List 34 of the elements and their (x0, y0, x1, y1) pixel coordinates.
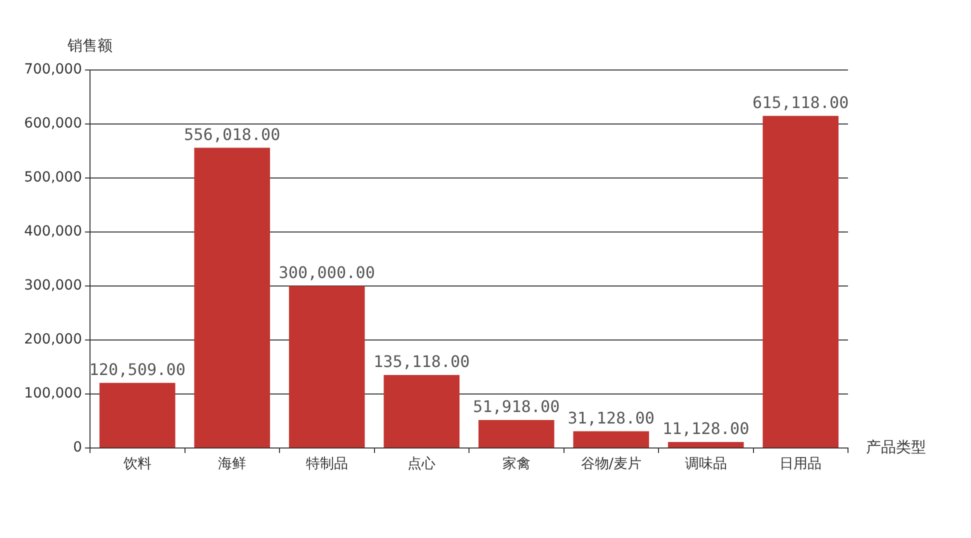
x-tick-label: 点心 (408, 456, 436, 472)
bar (288, 286, 365, 448)
y-axis-title: 销售额 (66, 36, 112, 54)
bar (668, 442, 744, 448)
data-label: 556,018.00 (184, 124, 280, 144)
bar (194, 148, 270, 448)
x-tick-label: 调味品 (684, 456, 727, 472)
y-tick-label: 700,000 (24, 62, 82, 78)
y-tick-label: 500,000 (24, 170, 82, 186)
y-tick-label: 100,000 (24, 386, 82, 402)
y-tick-label: 400,000 (24, 224, 82, 240)
x-tick-label: 饮料 (122, 456, 152, 472)
data-label: 615,118.00 (752, 92, 849, 112)
x-axis-title: 产品类型 (866, 438, 926, 456)
data-label: 120,509.00 (89, 360, 186, 380)
x-tick-label: 谷物/麦片 (580, 456, 642, 472)
bar (573, 431, 650, 448)
y-tick-label: 200,000 (24, 332, 82, 348)
bar (99, 382, 176, 448)
y-tick-label: 300,000 (24, 278, 82, 294)
y-tick-label: 0 (73, 440, 82, 456)
data-label: 135,118.00 (373, 352, 470, 372)
x-tick-label: 家禽 (502, 456, 530, 472)
bar (384, 375, 460, 448)
data-label: 11,128.00 (662, 419, 750, 438)
x-tick-label: 日用品 (780, 456, 822, 472)
x-tick-label: 特制品 (306, 456, 348, 472)
bar (762, 116, 839, 448)
x-tick-label: 海鲜 (218, 456, 246, 472)
bar (478, 420, 554, 448)
data-label: 300,000.00 (278, 263, 376, 282)
data-label: 51,918.00 (473, 397, 560, 416)
y-tick-label: 600,000 (24, 116, 82, 132)
data-label: 31,128.00 (568, 408, 654, 428)
